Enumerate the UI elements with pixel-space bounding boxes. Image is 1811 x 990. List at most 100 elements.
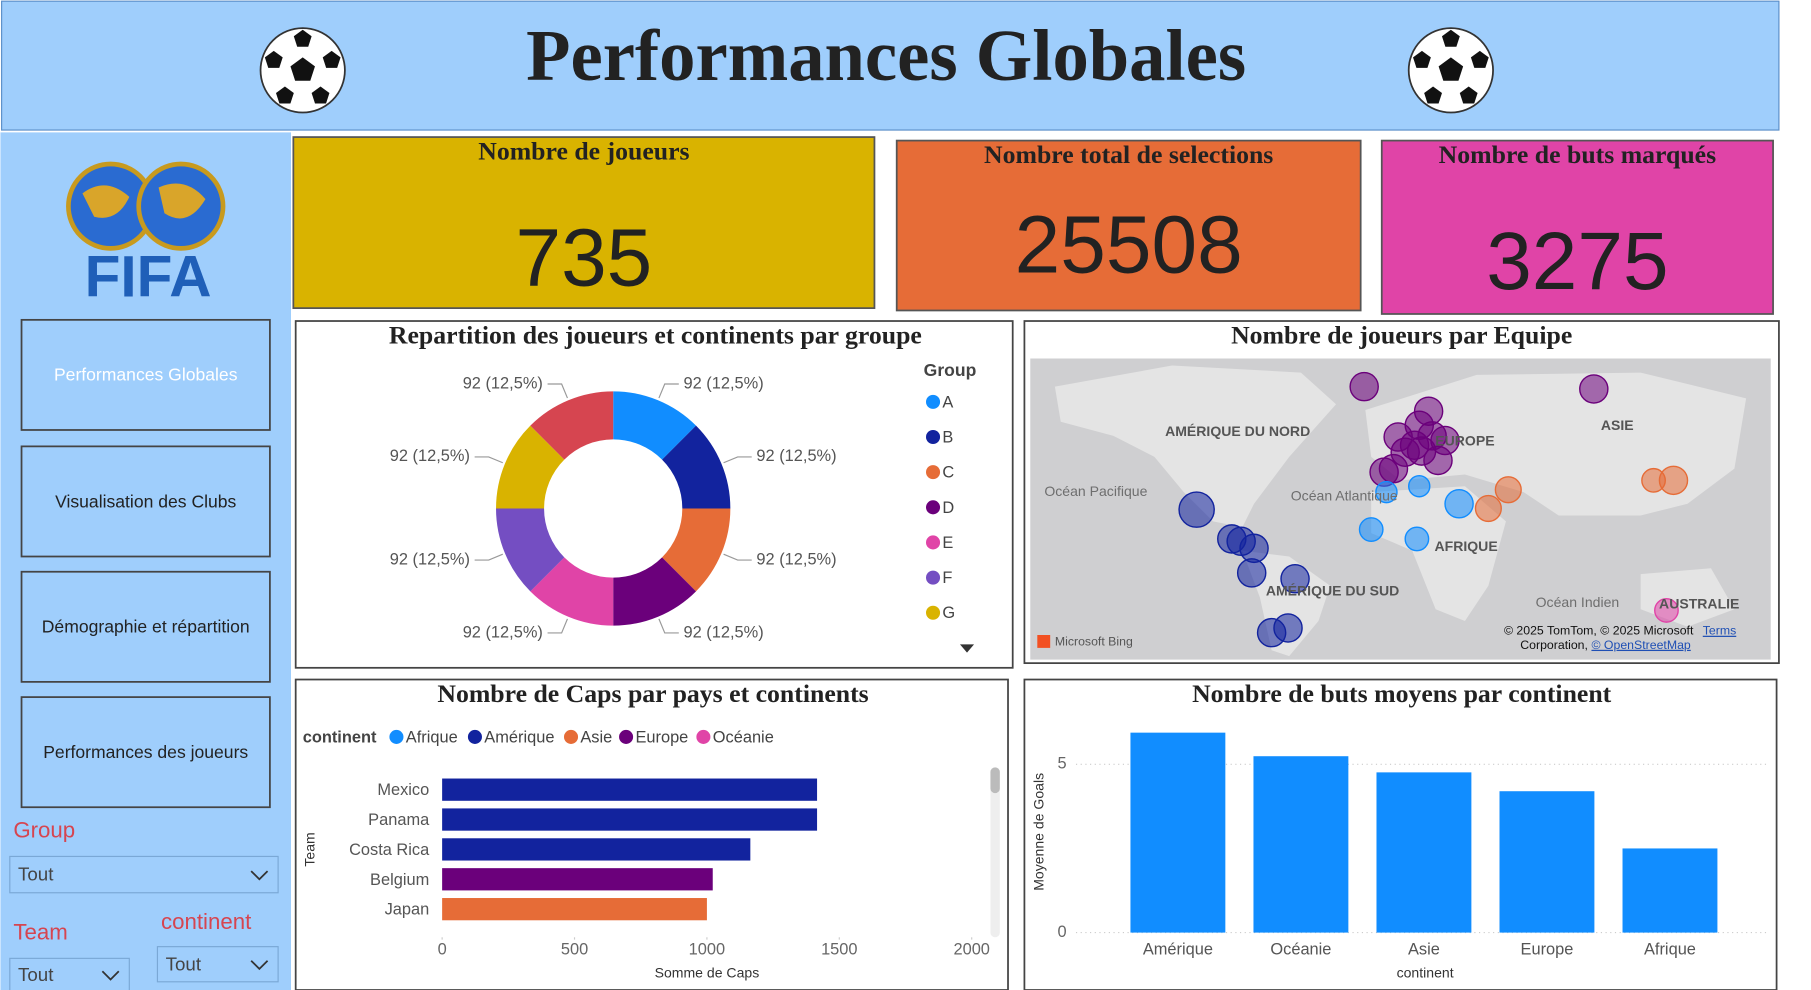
team-bubble[interactable] — [1474, 494, 1502, 523]
chart-panel — [294, 320, 1014, 669]
ball-patch — [322, 50, 341, 68]
team-bubble[interactable] — [1654, 597, 1679, 623]
kpi-label: Nombre de buts marqués — [1439, 140, 1716, 169]
donut-slice — [613, 391, 697, 460]
y-axis-title: Moyenne de Goals — [1030, 773, 1046, 891]
dropdown-chevron — [101, 970, 120, 981]
x-tick-label: Europe — [1521, 940, 1574, 958]
team-bubble[interactable] — [1280, 564, 1310, 594]
kpi-value: 3275 — [1486, 216, 1668, 307]
ball-patch — [1424, 86, 1442, 104]
team-bubble[interactable] — [1579, 374, 1609, 404]
team-bubble[interactable] — [1178, 491, 1215, 528]
filter-label: continent — [161, 909, 252, 934]
nav-button[interactable] — [20, 570, 271, 683]
y-tick-label: 5 — [1057, 755, 1066, 773]
nav-label: Performances Globales — [54, 365, 238, 385]
nav-button[interactable] — [20, 318, 271, 431]
ball-patch — [1441, 29, 1460, 47]
legend-label: F — [942, 569, 952, 587]
legend-title: Group — [924, 360, 977, 380]
map-label: ASIE — [1601, 417, 1634, 433]
map-label: Océan Pacifique — [1044, 483, 1147, 499]
data-label: 92 (12,5%) — [463, 374, 543, 392]
team-bubble[interactable] — [1430, 425, 1460, 456]
leader-line — [547, 383, 568, 399]
data-label: 92 (12,5%) — [390, 447, 470, 465]
bar — [1130, 732, 1226, 933]
chart-panel — [294, 678, 1009, 990]
y-tick-label: Belgium — [370, 871, 429, 889]
legend-label: E — [942, 534, 953, 552]
map-attribution: © OpenStreetMap — [1591, 638, 1690, 652]
legend-label: D — [942, 499, 954, 517]
team-bubble[interactable] — [1407, 474, 1431, 498]
scrollbar-track[interactable] — [990, 767, 1000, 938]
team-bubble[interactable] — [1236, 558, 1267, 588]
legend-dot — [467, 729, 482, 744]
map-land — [1371, 486, 1506, 621]
legend-label: B — [942, 429, 953, 447]
donut-slice — [530, 391, 614, 460]
dropdown[interactable] — [9, 855, 279, 894]
leader-line — [547, 618, 568, 634]
map-attribution: Terms — [1703, 624, 1736, 638]
leader-line — [658, 618, 679, 634]
dropdown[interactable] — [9, 957, 130, 990]
y-tick-label: Mexico — [377, 781, 429, 799]
team-bubble[interactable] — [1404, 526, 1430, 552]
legend-dot — [926, 570, 941, 585]
legend-title: continent — [303, 728, 377, 746]
logo-text: FIFA — [85, 245, 212, 310]
nav-button[interactable] — [20, 445, 271, 558]
dropdown[interactable] — [156, 946, 279, 983]
team-bubble[interactable] — [1494, 476, 1522, 504]
scrollbar-thumb[interactable] — [990, 767, 1000, 794]
map-label: Océan Atlantique — [1291, 487, 1398, 503]
donut-slice — [496, 508, 565, 592]
leader-line — [658, 383, 679, 399]
donut-slice — [530, 557, 614, 626]
leader-line — [723, 456, 752, 464]
team-bubble[interactable] — [1358, 517, 1384, 542]
chart-panel — [1023, 678, 1778, 990]
team-bubble[interactable] — [1375, 480, 1398, 504]
kpi-value: 735 — [515, 212, 652, 303]
map-label: AUSTRALIE — [1659, 595, 1739, 611]
bar — [442, 778, 818, 801]
legend-dot — [389, 729, 404, 744]
logo-continents — [82, 183, 206, 219]
nav-label: Démographie et répartition — [42, 617, 250, 637]
legend-dot — [926, 500, 941, 515]
ball-patch — [293, 29, 312, 47]
kpi-label: Nombre de joueurs — [478, 136, 689, 165]
kpi-card — [292, 136, 876, 310]
y-tick-label: Costa Rica — [349, 841, 430, 859]
data-label: 92 (12,5%) — [683, 374, 763, 392]
sidebar — [0, 132, 291, 990]
kpi-card — [895, 139, 1362, 312]
data-label: 92 (12,5%) — [756, 550, 836, 568]
nav-button[interactable] — [20, 696, 271, 809]
team-bubble[interactable] — [1349, 371, 1379, 402]
team-bubble[interactable] — [1273, 613, 1303, 643]
legend-label: Asie — [580, 728, 612, 746]
x-tick-label: 1500 — [821, 940, 857, 958]
chart-title: Nombre de joueurs par Equipe — [1231, 320, 1572, 349]
legend-scroll[interactable] — [959, 644, 975, 653]
team-bubble[interactable] — [1658, 465, 1689, 496]
team-bubble[interactable] — [1239, 533, 1269, 564]
chart-title: Nombre de Caps par pays et continents — [437, 679, 868, 708]
leader-line — [474, 456, 504, 464]
team-bubble[interactable] — [1444, 489, 1474, 519]
x-tick-label: Afrique — [1644, 940, 1696, 958]
legend-dot — [619, 729, 634, 744]
legend-label: Amérique — [484, 728, 554, 746]
donut-slice — [662, 508, 731, 592]
filter-label: Group — [13, 818, 75, 843]
x-tick-label: Asie — [1408, 940, 1440, 958]
dropdown-value: Tout — [166, 953, 202, 974]
map-label: EUROPE — [1435, 432, 1494, 448]
dropdown-chevron — [250, 870, 269, 881]
